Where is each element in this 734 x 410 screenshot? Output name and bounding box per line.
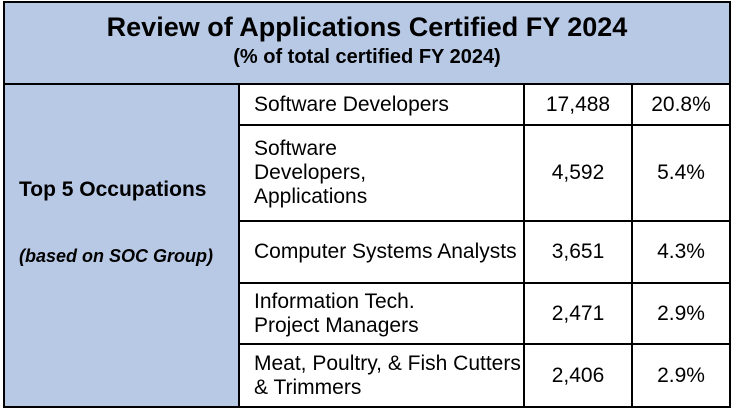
percent-cell: 2.9% <box>631 343 729 406</box>
occupation-cell: Software Developers, Applications <box>240 124 525 222</box>
percent-cell: 4.3% <box>631 220 729 284</box>
table-title: Review of Applications Certified FY 2024 <box>106 12 628 42</box>
count-cell: 17,488 <box>523 85 633 126</box>
row-group-title: Top 5 Occupations <box>19 178 207 201</box>
table-row: Software Developers, Applications 4,592 … <box>240 124 729 222</box>
row-group-subtitle: (based on SOC Group) <box>19 246 214 266</box>
count-cell: 3,651 <box>523 220 633 284</box>
count-cell: 4,592 <box>523 124 633 222</box>
percent-cell: 20.8% <box>631 85 729 126</box>
table-row: Information Tech. Project Managers 2,471… <box>240 282 729 345</box>
table-row: Meat, Poultry, & Fish Cutters & Trimmers… <box>240 343 729 406</box>
table-row: Software Developers 17,488 20.8% <box>240 85 729 126</box>
count-cell: 2,406 <box>523 343 633 406</box>
percent-cell: 2.9% <box>631 282 729 345</box>
certified-applications-table: Review of Applications Certified FY 2024… <box>3 1 731 408</box>
occupation-cell: Meat, Poultry, & Fish Cutters & Trimmers <box>240 343 525 406</box>
count-cell: 2,471 <box>523 282 633 345</box>
percent-cell: 5.4% <box>631 124 729 222</box>
occupation-cell: Software Developers <box>240 85 525 126</box>
table-header: Review of Applications Certified FY 2024… <box>5 3 729 85</box>
table-row: Computer Systems Analysts 3,651 4.3% <box>240 220 729 284</box>
row-group-label: Top 5 Occupations (based on SOC Group) <box>5 85 240 406</box>
table-subtitle: (% of total certified FY 2024) <box>233 46 501 68</box>
occupation-table: Software Developers 17,488 20.8% Softwar… <box>240 85 729 406</box>
occupation-cell: Information Tech. Project Managers <box>240 282 525 345</box>
occupation-cell: Computer Systems Analysts <box>240 220 525 284</box>
